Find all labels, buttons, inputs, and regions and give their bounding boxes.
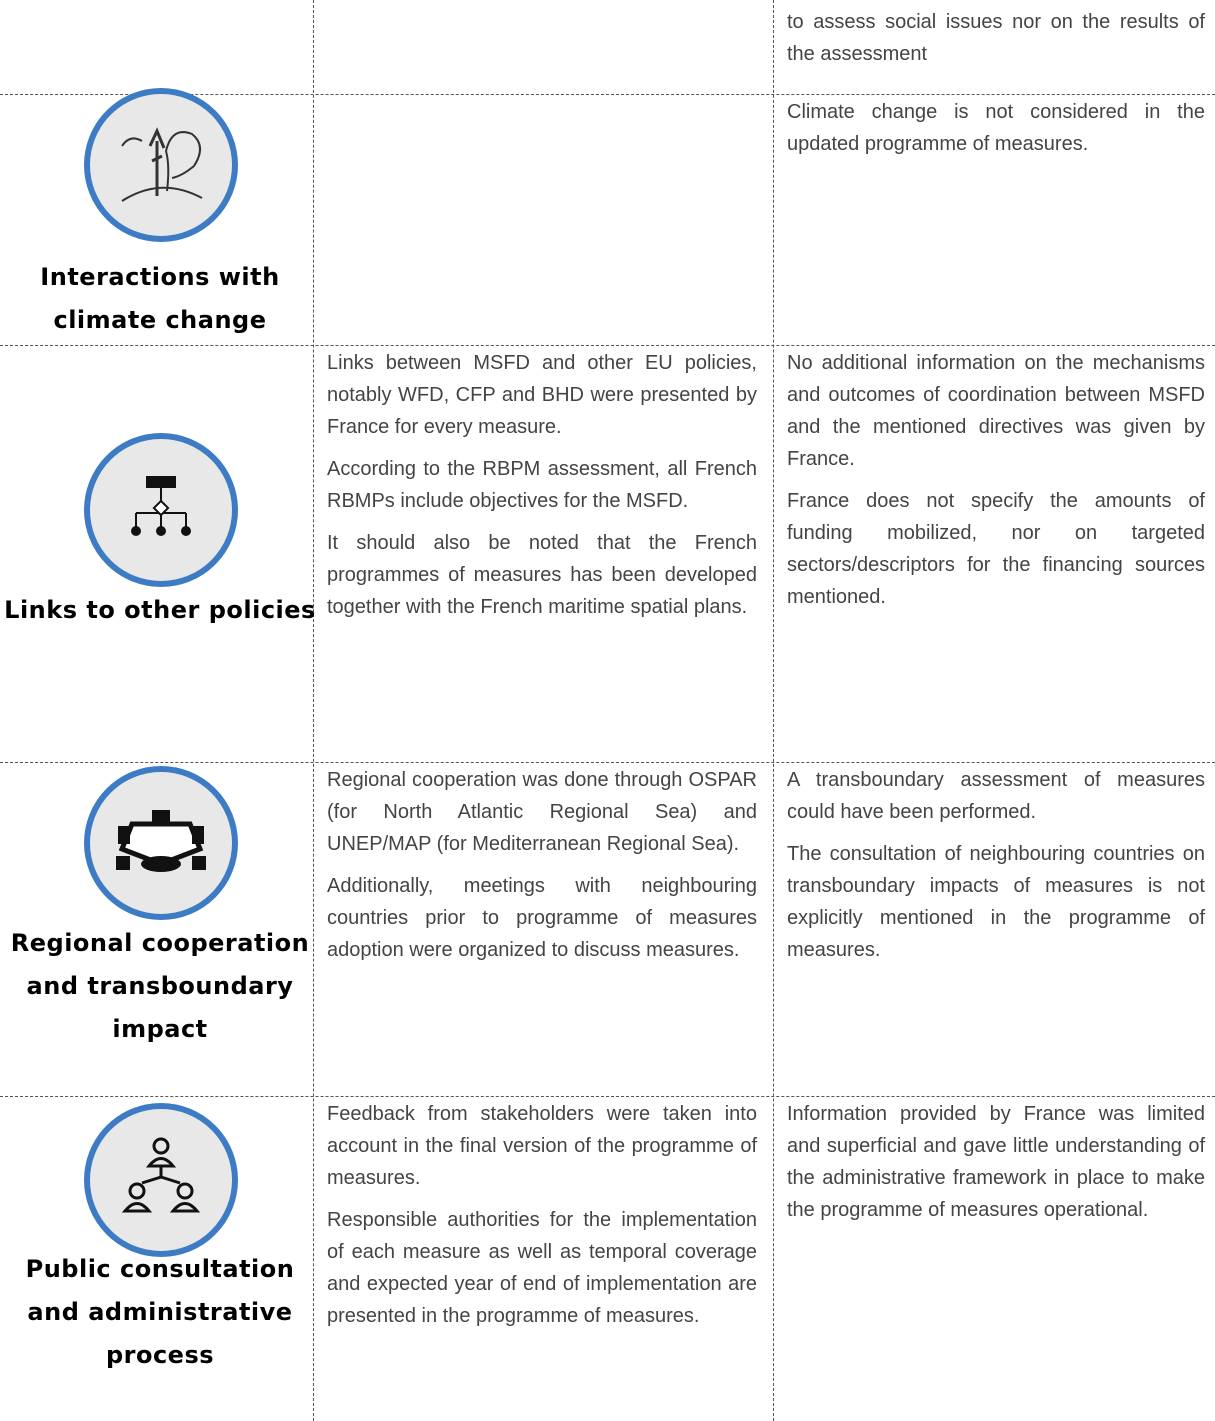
description-cell: Links between MSFD and other EU policies… <box>327 347 757 633</box>
assessment-cell: No additional information on the mechani… <box>787 347 1205 623</box>
paragraph: A transboundary assessment of measures c… <box>787 769 1205 823</box>
row-topic: Links to other policies <box>4 596 316 624</box>
paragraph: It should also be noted that the French … <box>327 532 757 618</box>
paragraph: Feedback from stakeholders were taken in… <box>327 1103 757 1189</box>
description-cell: Feedback from stakeholders were taken in… <box>327 1098 757 1342</box>
paragraph: The consultation of neighbouring countri… <box>787 843 1205 961</box>
consultation-icon <box>84 1103 238 1257</box>
paragraph: France does not specify the amounts of f… <box>787 490 1205 608</box>
paragraph: According to the RBPM assessment, all Fr… <box>327 458 757 512</box>
assessment-cell: Information provided by France was limit… <box>787 1098 1205 1236</box>
row-topic: Public consultation and administrative p… <box>25 1255 295 1369</box>
paragraph: No additional information on the mechani… <box>787 352 1205 470</box>
paragraph: Additionally, meetings with neighbouring… <box>327 875 757 961</box>
row-topic: Interactions with climate change <box>40 263 280 334</box>
column-divider <box>773 0 774 1421</box>
assessment-cell: A transboundary assessment of measures c… <box>787 764 1205 976</box>
row-topic: Regional cooperation and transboundary i… <box>10 929 310 1043</box>
assessment-cell: Climate change is not considered in the … <box>787 96 1205 170</box>
paragraph: Information provided by France was limit… <box>787 1103 1205 1221</box>
policies-icon <box>84 433 238 587</box>
climate-icon <box>84 88 238 242</box>
assessment-cell: to assess social issues nor on the resul… <box>787 6 1205 80</box>
cooperation-icon <box>84 766 238 920</box>
paragraph: to assess social issues nor on the resul… <box>787 11 1205 65</box>
paragraph: Regional cooperation was done through OS… <box>327 769 757 855</box>
paragraph: Responsible authorities for the implemen… <box>327 1209 757 1327</box>
row-divider <box>0 1096 1215 1097</box>
column-divider <box>313 0 314 1421</box>
row-divider <box>0 345 1215 346</box>
row-divider <box>0 762 1215 763</box>
paragraph: Climate change is not considered in the … <box>787 101 1205 155</box>
row-divider <box>0 94 1215 95</box>
paragraph: Links between MSFD and other EU policies… <box>327 352 757 438</box>
description-cell: Regional cooperation was done through OS… <box>327 764 757 976</box>
